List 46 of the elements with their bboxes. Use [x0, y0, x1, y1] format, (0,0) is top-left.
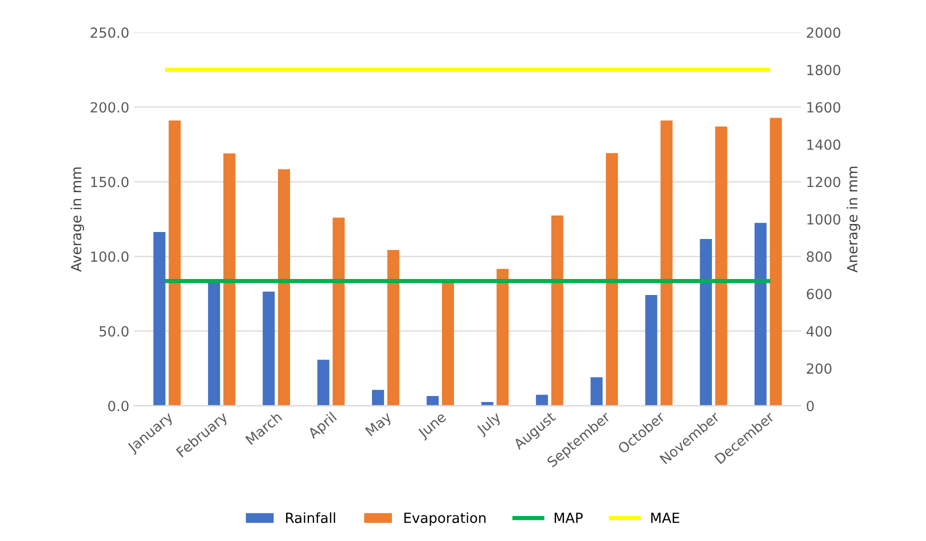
y-tick-label: 200.0	[90, 102, 128, 113]
y2-tick-label: 2000	[806, 27, 840, 38]
bar	[153, 232, 166, 406]
y2-tick-label: 1600	[807, 102, 840, 113]
y-tick-label: 0.0	[108, 400, 128, 412]
y2-tick-label: 0	[806, 400, 814, 412]
legend-label: MAP	[554, 512, 583, 523]
y2-tick-label: 1200	[807, 176, 840, 188]
bar	[426, 396, 439, 406]
y-axis-title: Average in mm	[70, 167, 84, 272]
y2-tick-label: 400	[806, 326, 832, 337]
y2-tick-label: 200	[806, 363, 832, 374]
legend-label: Evaporation	[404, 512, 486, 526]
bar	[387, 250, 400, 406]
bar	[332, 218, 345, 406]
bar	[372, 390, 384, 406]
legend-label: Rainfall	[286, 512, 336, 524]
legend-label: MAE	[651, 512, 680, 523]
y-tick-label: 150.0	[91, 176, 128, 188]
bar	[606, 153, 618, 406]
bar	[262, 292, 275, 406]
bar	[590, 377, 603, 406]
bar	[551, 216, 564, 406]
y2-axis-title: Anerage in mm	[846, 166, 860, 272]
bar	[645, 294, 658, 406]
y2-tick-label: 600	[806, 288, 832, 300]
bar	[168, 120, 181, 406]
y2-tick-label: 1800	[807, 64, 840, 76]
x-tick-label: May	[364, 411, 394, 438]
y-tick-label: 50.0	[100, 326, 128, 337]
bar	[496, 268, 509, 406]
bar	[278, 169, 290, 406]
bar	[317, 360, 330, 406]
bar	[700, 238, 712, 406]
bar	[715, 126, 728, 406]
bar	[536, 394, 548, 406]
y2-tick-label: 800	[806, 251, 832, 262]
bar	[770, 118, 782, 406]
bar	[223, 153, 236, 406]
bar	[660, 120, 673, 406]
y2-tick-label: 1400	[807, 139, 840, 150]
bar	[208, 282, 220, 406]
y-tick-label: 100.0	[91, 251, 128, 262]
y-tick-label: 250.0	[90, 27, 128, 38]
y2-tick-label: 1000	[807, 214, 840, 225]
bar	[754, 222, 767, 406]
